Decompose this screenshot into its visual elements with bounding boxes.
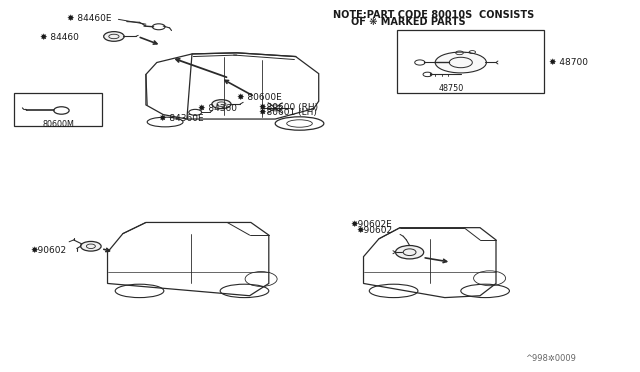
Ellipse shape <box>81 241 101 251</box>
Text: ✸ 84460: ✸ 84460 <box>40 33 79 42</box>
Text: ✸90602E: ✸90602E <box>351 219 392 228</box>
Bar <box>14 93 102 126</box>
Text: 80600M: 80600M <box>42 120 74 129</box>
Ellipse shape <box>212 100 231 109</box>
Text: ✸ 80600E: ✸ 80600E <box>237 93 282 102</box>
Text: ✸ 48700: ✸ 48700 <box>549 58 588 67</box>
Text: 48750: 48750 <box>438 84 463 93</box>
Text: OF ❋ MARKED PARTS: OF ❋ MARKED PARTS <box>351 17 465 26</box>
Ellipse shape <box>396 246 424 259</box>
Text: ✸90602: ✸90602 <box>31 246 67 254</box>
Bar <box>397 30 544 93</box>
Text: ✸ 84360E: ✸ 84360E <box>159 114 204 123</box>
Text: NOTE:PART CODE 80010S  CONSISTS: NOTE:PART CODE 80010S CONSISTS <box>333 10 534 20</box>
Ellipse shape <box>435 52 486 73</box>
Text: ✸ 84360: ✸ 84360 <box>198 103 237 112</box>
Text: ✸90602: ✸90602 <box>357 225 393 234</box>
Text: ✸80600 (RH): ✸80600 (RH) <box>259 103 318 112</box>
Text: ✸ 84460E: ✸ 84460E <box>67 14 112 23</box>
Text: ✸80601 (LH): ✸80601 (LH) <box>259 108 317 117</box>
Ellipse shape <box>104 32 124 41</box>
Text: ^998✲0009: ^998✲0009 <box>525 355 575 363</box>
